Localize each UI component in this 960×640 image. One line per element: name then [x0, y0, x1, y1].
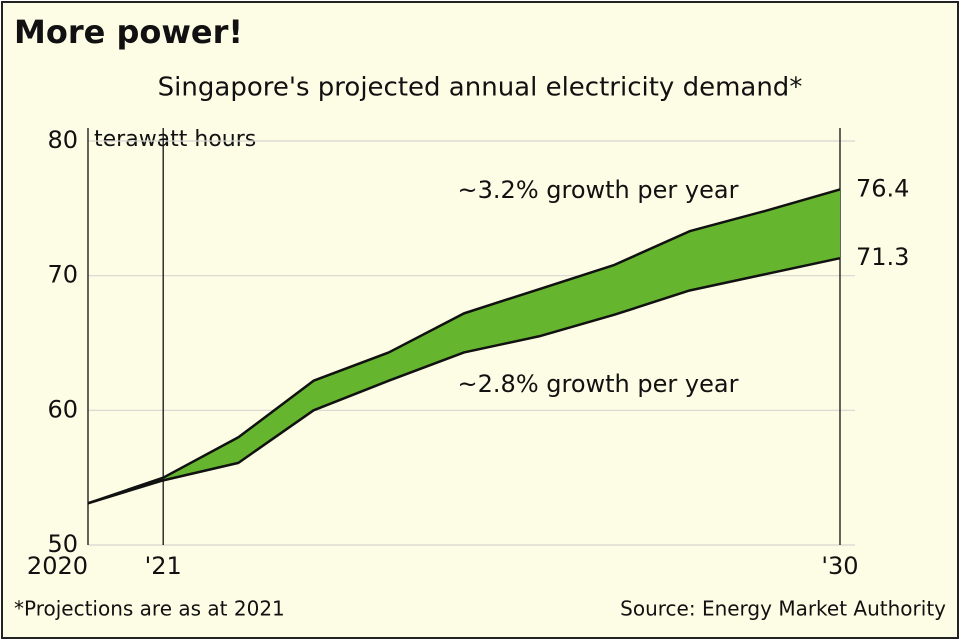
y-tick-label: 50 [47, 530, 78, 558]
source: Source: Energy Market Authority [620, 597, 946, 621]
footnote: *Projections are as at 2021 [14, 597, 285, 621]
y-tick-label: 60 [47, 395, 78, 423]
series-line [87, 256, 841, 505]
series-annotation: ~2.8% growth per year [458, 370, 739, 398]
end-value-label: 71.3 [856, 243, 909, 271]
x-tick-label: 2020 [27, 552, 88, 580]
x-tick-label: '21 [145, 552, 182, 580]
x-tick-label: '30 [821, 552, 858, 580]
chart-subtitle: Singapore's projected annual electricity… [158, 73, 803, 103]
series-line [87, 188, 841, 505]
series-annotation: ~3.2% growth per year [458, 176, 739, 204]
y-tick-label: 80 [47, 126, 78, 154]
chart-title: More power! [14, 13, 243, 51]
y-tick-label: 70 [47, 261, 78, 289]
y-axis-label: terawatt hours [94, 127, 256, 152]
end-value-label: 76.4 [856, 174, 909, 202]
band-area [88, 189, 840, 504]
